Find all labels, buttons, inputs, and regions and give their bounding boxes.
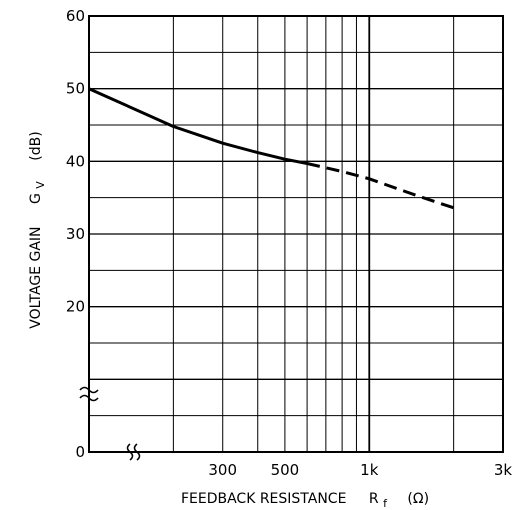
x-tick-label: 500 <box>271 461 300 479</box>
y-tick-label: 20 <box>66 298 85 316</box>
x-tick-label: 300 <box>208 461 237 479</box>
x-axis-label-text: FEEDBACK RESISTANCE <box>181 491 346 507</box>
x-axis-symbol: R <box>369 491 379 507</box>
tick-labels: 0 20 30 40 50 60 300 500 1k 3k <box>66 7 513 479</box>
y-axis-label: VOLTAGE GAIN G V (dB) <box>28 131 48 328</box>
y-axis-break-mark <box>79 394 99 402</box>
x-axis-break-mark <box>126 443 134 461</box>
series-line-1 <box>88 87 308 165</box>
grid <box>89 15 504 452</box>
axis-breaks <box>79 386 141 461</box>
y-axis-symbol-subscript: V <box>34 181 47 189</box>
y-tick-label: 0 <box>75 443 85 461</box>
x-tick-label: 1k <box>360 461 379 479</box>
series-layer <box>88 87 455 210</box>
y-axis-break-mark <box>79 386 99 394</box>
x-tick-label: 3k <box>494 461 513 479</box>
y-axis-unit: (dB) <box>28 131 44 160</box>
y-axis-label-text: VOLTAGE GAIN <box>28 226 44 328</box>
x-axis-symbol-subscript: f <box>383 497 388 510</box>
y-tick-label: 40 <box>66 152 85 170</box>
y-axis-symbol: G <box>28 193 44 204</box>
x-axis-unit: (Ω) <box>407 491 429 507</box>
y-tick-label: 60 <box>66 7 85 25</box>
y-tick-label: 50 <box>66 80 85 98</box>
x-axis-break-mark <box>133 443 141 461</box>
y-tick-label: 30 <box>66 225 85 243</box>
x-axis-label: FEEDBACK RESISTANCE R f (Ω) <box>181 491 429 510</box>
plot-frame <box>88 15 504 453</box>
series-line-2 <box>306 162 455 210</box>
